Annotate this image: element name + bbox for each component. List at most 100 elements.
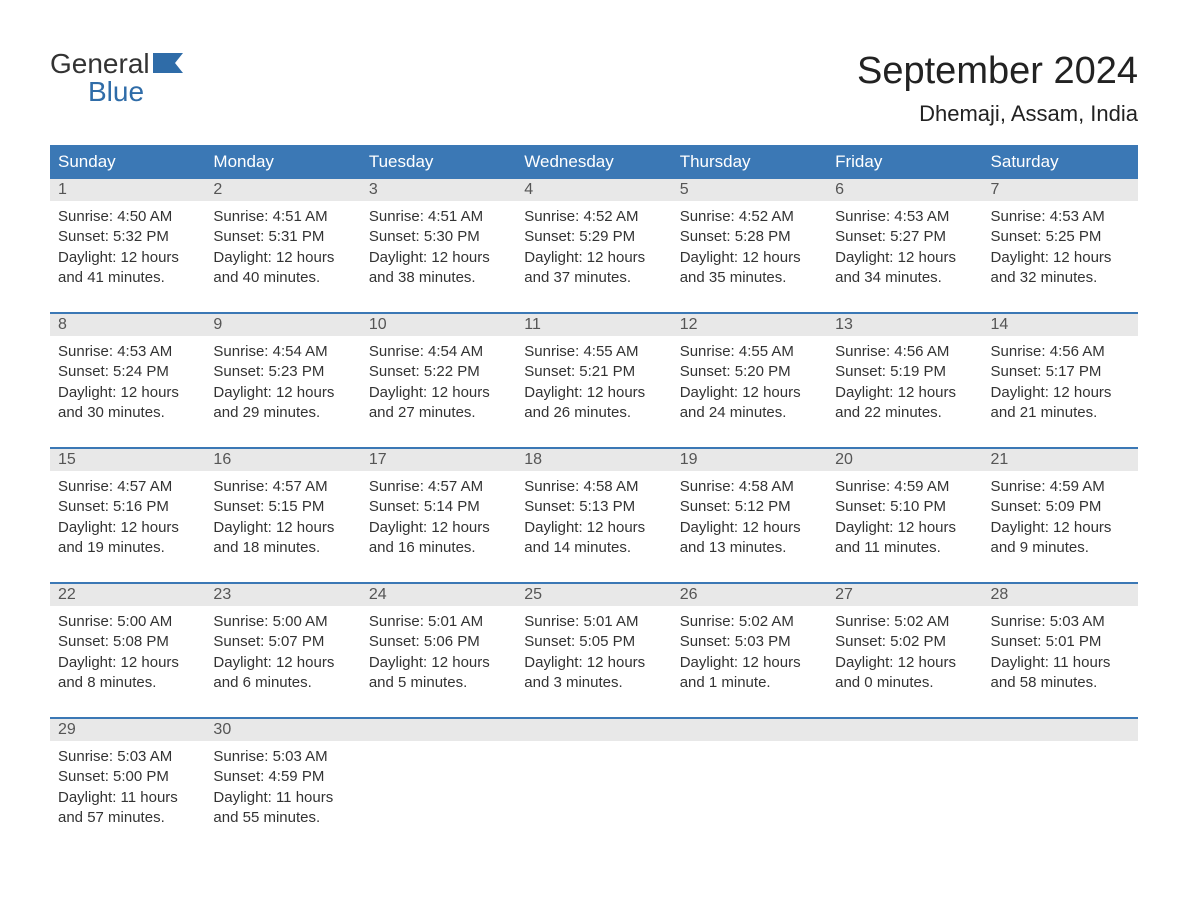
daylight-text-1: Daylight: 12 hours [524,653,663,673]
sunrise-text: Sunrise: 4:57 AM [213,477,352,497]
daylight-text-1: Daylight: 12 hours [369,248,508,268]
day-cell: 28Sunrise: 5:03 AMSunset: 5:01 PMDayligh… [983,584,1138,697]
logo: General Blue [50,50,183,106]
day-body: Sunrise: 4:58 AMSunset: 5:13 PMDaylight:… [516,471,671,562]
day-cell: 14Sunrise: 4:56 AMSunset: 5:17 PMDayligh… [983,314,1138,427]
title-block: September 2024 Dhemaji, Assam, India [857,50,1138,127]
sunrise-text: Sunrise: 4:57 AM [369,477,508,497]
daylight-text-1: Daylight: 12 hours [213,248,352,268]
day-body: Sunrise: 4:55 AMSunset: 5:21 PMDaylight:… [516,336,671,427]
sunrise-text: Sunrise: 4:55 AM [680,342,819,362]
day-body: Sunrise: 4:53 AMSunset: 5:25 PMDaylight:… [983,201,1138,292]
day-body: Sunrise: 4:57 AMSunset: 5:15 PMDaylight:… [205,471,360,562]
day-number [516,719,671,741]
week-row: 8Sunrise: 4:53 AMSunset: 5:24 PMDaylight… [50,312,1138,427]
day-number: 8 [50,314,205,336]
daylight-text-2: and 32 minutes. [991,268,1130,288]
day-body: Sunrise: 5:00 AMSunset: 5:07 PMDaylight:… [205,606,360,697]
daylight-text-2: and 9 minutes. [991,538,1130,558]
daylight-text-1: Daylight: 12 hours [58,518,197,538]
day-cell: 29Sunrise: 5:03 AMSunset: 5:00 PMDayligh… [50,719,205,832]
week-row: 15Sunrise: 4:57 AMSunset: 5:16 PMDayligh… [50,447,1138,562]
daylight-text-1: Daylight: 12 hours [524,518,663,538]
day-number: 27 [827,584,982,606]
day-body: Sunrise: 5:03 AMSunset: 5:01 PMDaylight:… [983,606,1138,697]
sunset-text: Sunset: 5:15 PM [213,497,352,517]
week-row: 1Sunrise: 4:50 AMSunset: 5:32 PMDaylight… [50,179,1138,292]
day-cell: 20Sunrise: 4:59 AMSunset: 5:10 PMDayligh… [827,449,982,562]
sunset-text: Sunset: 5:03 PM [680,632,819,652]
daylight-text-2: and 55 minutes. [213,808,352,828]
sunrise-text: Sunrise: 5:03 AM [58,747,197,767]
daylight-text-2: and 11 minutes. [835,538,974,558]
daylight-text-1: Daylight: 12 hours [835,653,974,673]
weekday-header: Thursday [672,145,827,179]
daylight-text-2: and 1 minute. [680,673,819,693]
daylight-text-1: Daylight: 12 hours [835,518,974,538]
sunrise-text: Sunrise: 4:56 AM [835,342,974,362]
day-number: 7 [983,179,1138,201]
sunset-text: Sunset: 5:14 PM [369,497,508,517]
day-number: 11 [516,314,671,336]
sunrise-text: Sunrise: 4:50 AM [58,207,197,227]
day-number: 23 [205,584,360,606]
day-cell: 12Sunrise: 4:55 AMSunset: 5:20 PMDayligh… [672,314,827,427]
sunrise-text: Sunrise: 4:59 AM [835,477,974,497]
daylight-text-1: Daylight: 11 hours [58,788,197,808]
day-cell: 9Sunrise: 4:54 AMSunset: 5:23 PMDaylight… [205,314,360,427]
day-body: Sunrise: 5:03 AMSunset: 4:59 PMDaylight:… [205,741,360,832]
day-body: Sunrise: 5:02 AMSunset: 5:02 PMDaylight:… [827,606,982,697]
daylight-text-2: and 24 minutes. [680,403,819,423]
day-number: 1 [50,179,205,201]
sunset-text: Sunset: 5:00 PM [58,767,197,787]
day-body: Sunrise: 5:01 AMSunset: 5:05 PMDaylight:… [516,606,671,697]
weekday-header: Saturday [983,145,1138,179]
sunset-text: Sunset: 5:25 PM [991,227,1130,247]
day-number: 19 [672,449,827,471]
sunset-text: Sunset: 4:59 PM [213,767,352,787]
month-title: September 2024 [857,50,1138,93]
day-number: 9 [205,314,360,336]
sunset-text: Sunset: 5:13 PM [524,497,663,517]
sunrise-text: Sunrise: 4:52 AM [680,207,819,227]
day-body: Sunrise: 4:53 AMSunset: 5:27 PMDaylight:… [827,201,982,292]
day-cell: 1Sunrise: 4:50 AMSunset: 5:32 PMDaylight… [50,179,205,292]
day-cell: 17Sunrise: 4:57 AMSunset: 5:14 PMDayligh… [361,449,516,562]
day-cell: 18Sunrise: 4:58 AMSunset: 5:13 PMDayligh… [516,449,671,562]
daylight-text-1: Daylight: 12 hours [835,248,974,268]
sunrise-text: Sunrise: 4:53 AM [991,207,1130,227]
day-number: 17 [361,449,516,471]
day-cell [827,719,982,832]
weekday-header: Friday [827,145,982,179]
sunset-text: Sunset: 5:28 PM [680,227,819,247]
daylight-text-1: Daylight: 12 hours [213,518,352,538]
day-body: Sunrise: 4:54 AMSunset: 5:23 PMDaylight:… [205,336,360,427]
day-body: Sunrise: 5:00 AMSunset: 5:08 PMDaylight:… [50,606,205,697]
day-body: Sunrise: 4:52 AMSunset: 5:28 PMDaylight:… [672,201,827,292]
day-number: 22 [50,584,205,606]
day-number [361,719,516,741]
day-cell: 26Sunrise: 5:02 AMSunset: 5:03 PMDayligh… [672,584,827,697]
daylight-text-1: Daylight: 12 hours [369,653,508,673]
day-number: 21 [983,449,1138,471]
daylight-text-2: and 58 minutes. [991,673,1130,693]
weekday-header-row: Sunday Monday Tuesday Wednesday Thursday… [50,145,1138,179]
daylight-text-1: Daylight: 12 hours [369,383,508,403]
logo-flag-icon [153,53,183,77]
page-header: General Blue September 2024 Dhemaji, Ass… [50,50,1138,127]
day-number: 13 [827,314,982,336]
sunset-text: Sunset: 5:17 PM [991,362,1130,382]
daylight-text-1: Daylight: 12 hours [680,518,819,538]
sunrise-text: Sunrise: 4:56 AM [991,342,1130,362]
day-body: Sunrise: 4:58 AMSunset: 5:12 PMDaylight:… [672,471,827,562]
weekday-header: Tuesday [361,145,516,179]
sunrise-text: Sunrise: 5:03 AM [213,747,352,767]
day-cell [516,719,671,832]
day-number: 25 [516,584,671,606]
day-cell: 30Sunrise: 5:03 AMSunset: 4:59 PMDayligh… [205,719,360,832]
sunrise-text: Sunrise: 4:52 AM [524,207,663,227]
day-body: Sunrise: 5:03 AMSunset: 5:00 PMDaylight:… [50,741,205,832]
sunset-text: Sunset: 5:08 PM [58,632,197,652]
sunset-text: Sunset: 5:27 PM [835,227,974,247]
daylight-text-2: and 6 minutes. [213,673,352,693]
